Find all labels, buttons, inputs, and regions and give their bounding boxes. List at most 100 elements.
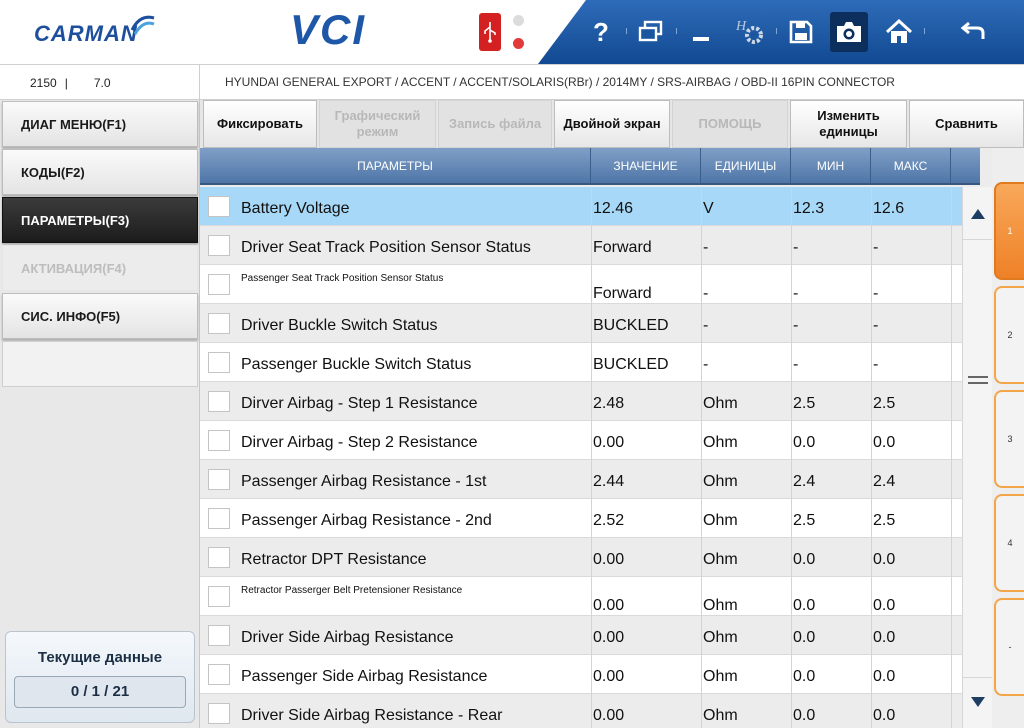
vehicle-info-bar: 2150 | 7.0 HYUNDAI GENERAL EXPORT / ACCENT… xyxy=(0,64,1024,101)
parameters-table-body: Battery Voltage 12.46 V 12.3 12.6 Driver… xyxy=(200,187,962,728)
status-led-bottom xyxy=(513,38,524,49)
row-checkbox[interactable] xyxy=(208,391,230,412)
page-tab-4[interactable]: 4 xyxy=(994,494,1024,592)
scroll-grip-icon[interactable] xyxy=(968,376,988,384)
row-checkbox[interactable] xyxy=(208,586,230,607)
param-unit: Ohm xyxy=(703,551,738,568)
param-max: 2.5 xyxy=(873,395,896,412)
save-icon xyxy=(789,20,813,44)
row-checkbox[interactable] xyxy=(208,430,230,451)
menu-parameters[interactable]: ПАРАМЕТРЫ(F3) xyxy=(2,197,198,243)
table-row[interactable]: Passenger Buckle Switch Status BUCKLED -… xyxy=(200,343,962,382)
row-checkbox[interactable] xyxy=(208,547,230,568)
menu-codes[interactable]: КОДЫ(F2) xyxy=(2,149,198,195)
save-button[interactable] xyxy=(782,12,820,52)
menu-diag-menu[interactable]: ДИАГ МЕНЮ(F1) xyxy=(2,101,198,147)
usb-status-icon xyxy=(479,13,501,51)
param-name: Dirver Airbag - Step 2 Resistance xyxy=(241,434,478,451)
row-checkbox[interactable] xyxy=(208,352,230,373)
version-number: 7.0 xyxy=(93,76,111,90)
param-value: 2.44 xyxy=(593,473,625,490)
scroll-track-line xyxy=(963,677,992,678)
row-checkbox[interactable] xyxy=(208,469,230,490)
record-file-button[interactable]: Запись файла xyxy=(438,100,552,148)
side-menu: ДИАГ МЕНЮ(F1) КОДЫ(F2) ПАРАМЕТРЫ(F3) АКТ… xyxy=(0,100,200,728)
param-max: - xyxy=(873,285,879,302)
row-checkbox[interactable] xyxy=(208,508,230,529)
col-header-unit[interactable]: ЕДИНИЦЫ xyxy=(701,148,791,183)
function-bar: Фиксировать Графический режим Запись фай… xyxy=(200,100,1024,148)
table-row[interactable]: Passenger Airbag Resistance - 1st 2.44 O… xyxy=(200,460,962,499)
row-checkbox[interactable] xyxy=(208,196,230,217)
param-unit: Ohm xyxy=(703,597,738,614)
table-row[interactable]: Retractor DPT Resistance 0.00 Ohm 0.0 0.… xyxy=(200,538,962,577)
col-header-value[interactable]: ЗНАЧЕНИЕ xyxy=(591,148,701,183)
info-divider xyxy=(199,65,200,101)
fix-button[interactable]: Фиксировать xyxy=(203,100,317,148)
screens-button[interactable] xyxy=(632,12,670,52)
col-header-min[interactable]: МИН xyxy=(791,148,871,183)
graph-mode-button[interactable]: Графический режим xyxy=(319,100,436,148)
param-unit: Ohm xyxy=(703,512,738,529)
table-scrollbar[interactable] xyxy=(962,187,992,728)
table-row[interactable]: Driver Buckle Switch Status BUCKLED - - … xyxy=(200,304,962,343)
compare-button[interactable]: Сравнить xyxy=(909,100,1024,148)
camera-icon xyxy=(837,22,861,42)
param-min: - xyxy=(793,239,799,256)
menu-activation[interactable]: АКТИВАЦИЯ(F4) xyxy=(2,245,198,291)
param-min: 0.0 xyxy=(793,551,816,568)
table-row[interactable]: Driver Side Airbag Resistance - Rear 0.0… xyxy=(200,694,962,728)
row-checkbox[interactable] xyxy=(208,313,230,334)
help-function-button[interactable]: ПОМОЩЬ xyxy=(672,100,788,148)
table-row[interactable]: Passenger Seat Track Position Sensor Sta… xyxy=(200,265,962,304)
param-min: - xyxy=(793,285,799,302)
row-checkbox[interactable] xyxy=(208,625,230,646)
table-row[interactable]: Battery Voltage 12.46 V 12.3 12.6 xyxy=(200,187,962,226)
screenshot-button[interactable] xyxy=(830,12,868,52)
menu-system-info[interactable]: СИС. ИНФО(F5) xyxy=(2,293,198,339)
table-row[interactable]: Dirver Airbag - Step 1 Resistance 2.48 O… xyxy=(200,382,962,421)
param-name: Dirver Airbag - Step 1 Resistance xyxy=(241,395,478,412)
table-row[interactable]: Dirver Airbag - Step 2 Resistance 0.00 O… xyxy=(200,421,962,460)
page-tab-1[interactable]: 1 xyxy=(994,182,1024,280)
param-name: Driver Buckle Switch Status xyxy=(241,317,438,334)
home-button[interactable] xyxy=(880,12,918,52)
settings-button[interactable]: H xyxy=(732,12,770,52)
param-name: Passenger Side Airbag Resistance xyxy=(241,668,488,685)
col-header-max[interactable]: МАКС xyxy=(871,148,951,183)
back-button[interactable] xyxy=(954,12,992,52)
menu-empty-slot xyxy=(2,341,198,387)
row-checkbox[interactable] xyxy=(208,235,230,256)
page-tabs: 1 2 3 4 - xyxy=(992,148,1024,728)
minimize-button[interactable] xyxy=(682,12,720,52)
param-name: Battery Voltage xyxy=(241,200,350,217)
column-divider xyxy=(791,187,792,728)
param-value: 0.00 xyxy=(593,629,625,646)
param-min: 2.5 xyxy=(793,395,816,412)
row-checkbox[interactable] xyxy=(208,274,230,295)
scroll-up-icon[interactable] xyxy=(971,209,985,219)
svg-text:H: H xyxy=(735,19,747,34)
settings-icon: H xyxy=(735,19,763,44)
param-value: BUCKLED xyxy=(593,356,669,373)
dual-screen-button[interactable]: Двойной экран xyxy=(554,100,670,148)
col-header-parameter[interactable]: ПАРАМЕТРЫ xyxy=(200,148,591,183)
table-row[interactable]: Driver Seat Track Position Sensor Status… xyxy=(200,226,962,265)
help-button[interactable]: ? xyxy=(582,12,620,52)
table-row[interactable]: Passenger Airbag Resistance - 2nd 2.52 O… xyxy=(200,499,962,538)
table-row[interactable]: Retractor Passerger Belt Pretensioner Re… xyxy=(200,577,962,616)
table-row[interactable]: Passenger Side Airbag Resistance 0.00 Oh… xyxy=(200,655,962,694)
change-units-button[interactable]: Изменить единицы xyxy=(790,100,907,148)
table-row[interactable]: Driver Side Airbag Resistance 0.00 Ohm 0… xyxy=(200,616,962,655)
scroll-down-icon[interactable] xyxy=(971,697,985,707)
page-tab-5[interactable]: - xyxy=(994,598,1024,696)
page-tab-2[interactable]: 2 xyxy=(994,286,1024,384)
scroll-track-line xyxy=(963,239,992,240)
row-checkbox[interactable] xyxy=(208,703,230,724)
row-checkbox[interactable] xyxy=(208,664,230,685)
page-tab-3[interactable]: 3 xyxy=(994,390,1024,488)
param-name: Passenger Buckle Switch Status xyxy=(241,356,472,373)
param-min: 0.0 xyxy=(793,707,816,724)
param-min: 0.0 xyxy=(793,434,816,451)
